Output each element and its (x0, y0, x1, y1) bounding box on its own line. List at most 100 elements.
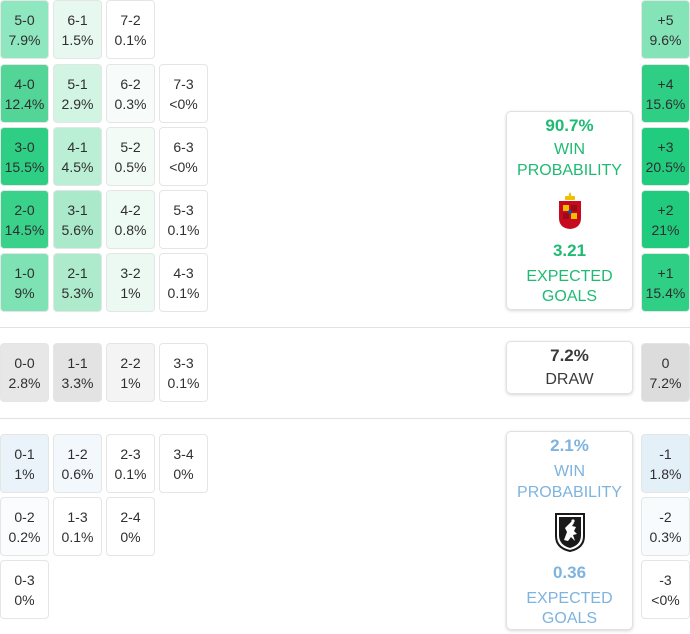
scoreline-cell[interactable]: 1-3 0.1% (53, 497, 102, 556)
scoreline-probability: 0% (120, 528, 141, 545)
scoreline-probability: 4.5% (61, 158, 94, 175)
scoreline-probability: 5.6% (61, 221, 94, 238)
scoreline-label: 4-0 (14, 75, 35, 92)
scoreline-label: 7-2 (120, 11, 141, 28)
scoreline-cell[interactable]: 6-3 <0% (159, 127, 208, 186)
scoreline-probability: 1% (120, 374, 141, 391)
scoreline-probability: 2.8% (8, 374, 41, 391)
scoreline-label: 7-3 (173, 75, 194, 92)
scoreline-cell[interactable]: 7-3 <0% (159, 64, 208, 123)
margin-probability: 20.5% (645, 158, 686, 175)
scoreline-probability: 1.5% (61, 31, 94, 48)
margin-probability: 0.3% (649, 528, 682, 545)
away-expected-goals-value: 0.36 (552, 563, 587, 582)
scoreline-probability: 0.1% (167, 221, 200, 238)
scoreline-cell[interactable]: 4-0 12.4% (0, 64, 49, 123)
margin-probability: 9.6% (649, 31, 682, 48)
margin-cell[interactable]: +4 15.6% (641, 64, 690, 123)
margin-cell[interactable]: 0 7.2% (641, 343, 690, 402)
away-team-card[interactable]: 2.1% WIN PROBABILITY 0.36 EXPECTED GOALS (506, 431, 633, 630)
scoreline-label: 1-3 (67, 508, 88, 525)
scoreline-cell[interactable]: 3-4 0% (159, 434, 208, 493)
home-win-probability-value: 90.7% (545, 116, 594, 135)
scoreline-cell[interactable]: 1-2 0.6% (53, 434, 102, 493)
scoreline-cell[interactable]: 0-0 2.8% (0, 343, 49, 402)
home-win-label-line1: WIN (553, 141, 586, 158)
draw-label: DRAW (545, 371, 594, 388)
scoreline-probability: 0.3% (114, 95, 147, 112)
scoreline-probability: 1% (120, 284, 141, 301)
scoreline-cell[interactable]: 0-1 1% (0, 434, 49, 493)
scoreline-label: 5-1 (67, 75, 88, 92)
scoreline-cell[interactable]: 2-2 1% (106, 343, 155, 402)
scoreline-label: 4-1 (67, 138, 88, 155)
scoreline-cell[interactable]: 2-4 0% (106, 497, 155, 556)
scoreline-probability: 7.9% (8, 31, 41, 48)
scoreline-cell[interactable]: 7-2 0.1% (106, 0, 155, 59)
margin-label: -3 (659, 571, 672, 588)
scoreline-cell[interactable]: 5-1 2.9% (53, 64, 102, 123)
scoreline-probability: 0% (14, 591, 35, 608)
scoreline-cell[interactable]: 5-2 0.5% (106, 127, 155, 186)
scoreline-cell[interactable]: 0-3 0% (0, 560, 49, 619)
scoreline-probability: 0.1% (167, 284, 200, 301)
draw-card[interactable]: 7.2% DRAW (506, 341, 633, 394)
scoreline-cell[interactable]: 2-1 5.3% (53, 253, 102, 312)
away-xg-label-line2: GOALS (541, 610, 598, 627)
scoreline-cell[interactable]: 2-3 0.1% (106, 434, 155, 493)
scoreline-cell[interactable]: 2-0 14.5% (0, 190, 49, 249)
scoreline-probability: 0.2% (8, 528, 41, 545)
scoreline-cell[interactable]: 5-3 0.1% (159, 190, 208, 249)
home-win-label-line2: PROBABILITY (517, 162, 622, 179)
scoreline-cell[interactable]: 3-1 5.6% (53, 190, 102, 249)
scoreline-cell[interactable]: 3-0 15.5% (0, 127, 49, 186)
scoreline-cell[interactable]: 6-2 0.3% (106, 64, 155, 123)
scoreline-label: 0-3 (14, 571, 35, 588)
scoreline-cell[interactable]: 5-0 7.9% (0, 0, 49, 59)
away-win-probability-value: 2.1% (550, 436, 589, 455)
scoreline-label: 3-0 (14, 138, 35, 155)
home-xg-label-line1: EXPECTED (526, 268, 613, 285)
scoreline-label: 0-1 (14, 445, 35, 462)
scoreline-cell[interactable]: 0-2 0.2% (0, 497, 49, 556)
margin-label: +3 (657, 138, 674, 155)
scoreline-probability: <0% (169, 95, 198, 112)
scoreline-label: 2-3 (120, 445, 141, 462)
margin-cell[interactable]: -2 0.3% (641, 497, 690, 556)
margin-cell[interactable]: -1 1.8% (641, 434, 690, 493)
scoreline-cell[interactable]: 6-1 1.5% (53, 0, 102, 59)
scoreline-probability: 15.5% (4, 158, 45, 175)
section-divider (0, 418, 690, 419)
scoreline-cell[interactable]: 3-2 1% (106, 253, 155, 312)
home-team-card[interactable]: 90.7% WIN PROBABILITY 3.21 EXPECTED GOAL… (506, 111, 633, 310)
scoreline-probability: 12.4% (4, 95, 45, 112)
scoreline-label: 6-1 (67, 11, 88, 28)
scoreline-cell[interactable]: 3-3 0.1% (159, 343, 208, 402)
margin-label: +5 (657, 11, 674, 28)
margin-cell[interactable]: -3 <0% (641, 560, 690, 619)
scoreline-cell[interactable]: 1-1 3.3% (53, 343, 102, 402)
margin-label: +2 (657, 201, 674, 218)
scoreline-label: 2-1 (67, 264, 88, 281)
margin-probability: 15.4% (645, 284, 686, 301)
away-win-label-line2: PROBABILITY (517, 484, 622, 501)
spain-crest-icon (558, 192, 582, 230)
home-xg-label-line2: GOALS (541, 288, 598, 305)
scoreline-probability: 0.5% (114, 158, 147, 175)
scoreline-cell[interactable]: 4-2 0.8% (106, 190, 155, 249)
margin-label: 0 (661, 354, 670, 371)
margin-probability: 15.6% (645, 95, 686, 112)
margin-cell[interactable]: +2 21% (641, 190, 690, 249)
scoreline-label: 0-0 (14, 354, 35, 371)
scoreline-probability: 1% (14, 465, 35, 482)
scoreline-label: 2-2 (120, 354, 141, 371)
scoreline-label: 3-3 (173, 354, 194, 371)
scoreline-cell[interactable]: 4-1 4.5% (53, 127, 102, 186)
margin-cell[interactable]: +5 9.6% (641, 0, 690, 59)
margin-cell[interactable]: +3 20.5% (641, 127, 690, 186)
margin-label: -2 (659, 508, 672, 525)
margin-cell[interactable]: +1 15.4% (641, 253, 690, 312)
away-win-label-line1: WIN (553, 463, 586, 480)
scoreline-cell[interactable]: 4-3 0.1% (159, 253, 208, 312)
scoreline-cell[interactable]: 1-0 9% (0, 253, 49, 312)
